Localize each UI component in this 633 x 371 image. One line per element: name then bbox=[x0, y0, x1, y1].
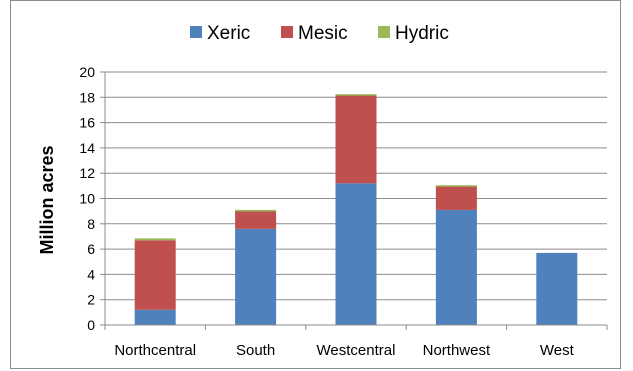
y-tick-label: 16 bbox=[79, 115, 95, 131]
x-category-labels: Northcentral South Westcentral Northwest Wes… bbox=[114, 342, 574, 359]
y-tick-label: 12 bbox=[79, 165, 95, 181]
bar-xeric-northcentral bbox=[134, 309, 176, 325]
y-tick-label: 6 bbox=[87, 241, 95, 257]
bar-hydric-south bbox=[235, 209, 277, 212]
y-tick-label: 10 bbox=[79, 191, 95, 207]
x-category-label: Westcentral bbox=[317, 342, 396, 359]
legend-swatch-hydric bbox=[378, 26, 390, 38]
y-tick-label: 0 bbox=[87, 317, 95, 333]
y-tick-label: 20 bbox=[79, 64, 95, 80]
bars bbox=[134, 94, 578, 325]
legend: Xeric Mesic Hydric bbox=[190, 23, 449, 44]
bar-hydric-northcentral bbox=[134, 238, 176, 241]
chart-frame bbox=[10, 0, 621, 369]
bar-mesic-westcentral bbox=[335, 94, 377, 184]
bar-xeric-south bbox=[235, 228, 277, 325]
y-tick-label: 4 bbox=[87, 266, 95, 282]
legend-label-mesic: Mesic bbox=[298, 23, 348, 44]
y-tick-label: 2 bbox=[87, 292, 95, 308]
axes bbox=[104, 72, 608, 330]
y-tick-label: 8 bbox=[87, 216, 95, 232]
y-tick-label: 14 bbox=[79, 140, 95, 156]
bar-hydric-westcentral bbox=[335, 94, 377, 96]
legend-label-hydric: Hydric bbox=[395, 23, 449, 44]
y-tick-label: 18 bbox=[79, 89, 95, 105]
bar-xeric-northwest bbox=[435, 209, 477, 325]
bar-xeric-west bbox=[536, 252, 578, 325]
bar-hydric-northwest bbox=[435, 185, 477, 187]
bar-mesic-south bbox=[235, 211, 277, 229]
x-category-label: Northcentral bbox=[114, 342, 196, 359]
bar-mesic-northwest bbox=[435, 185, 477, 210]
y-tick-labels: 0 2 4 6 8 10 12 14 16 18 20 bbox=[79, 64, 95, 333]
bar-mesic-northcentral bbox=[134, 240, 176, 310]
x-category-label: South bbox=[236, 342, 275, 359]
x-category-label: Northwest bbox=[423, 342, 491, 359]
y-axis-label: Million acres bbox=[37, 145, 57, 254]
legend-swatch-xeric bbox=[190, 26, 202, 38]
legend-swatch-mesic bbox=[281, 26, 293, 38]
bar-xeric-westcentral bbox=[335, 183, 377, 325]
x-category-label: West bbox=[540, 342, 575, 359]
legend-label-xeric: Xeric bbox=[207, 23, 250, 44]
